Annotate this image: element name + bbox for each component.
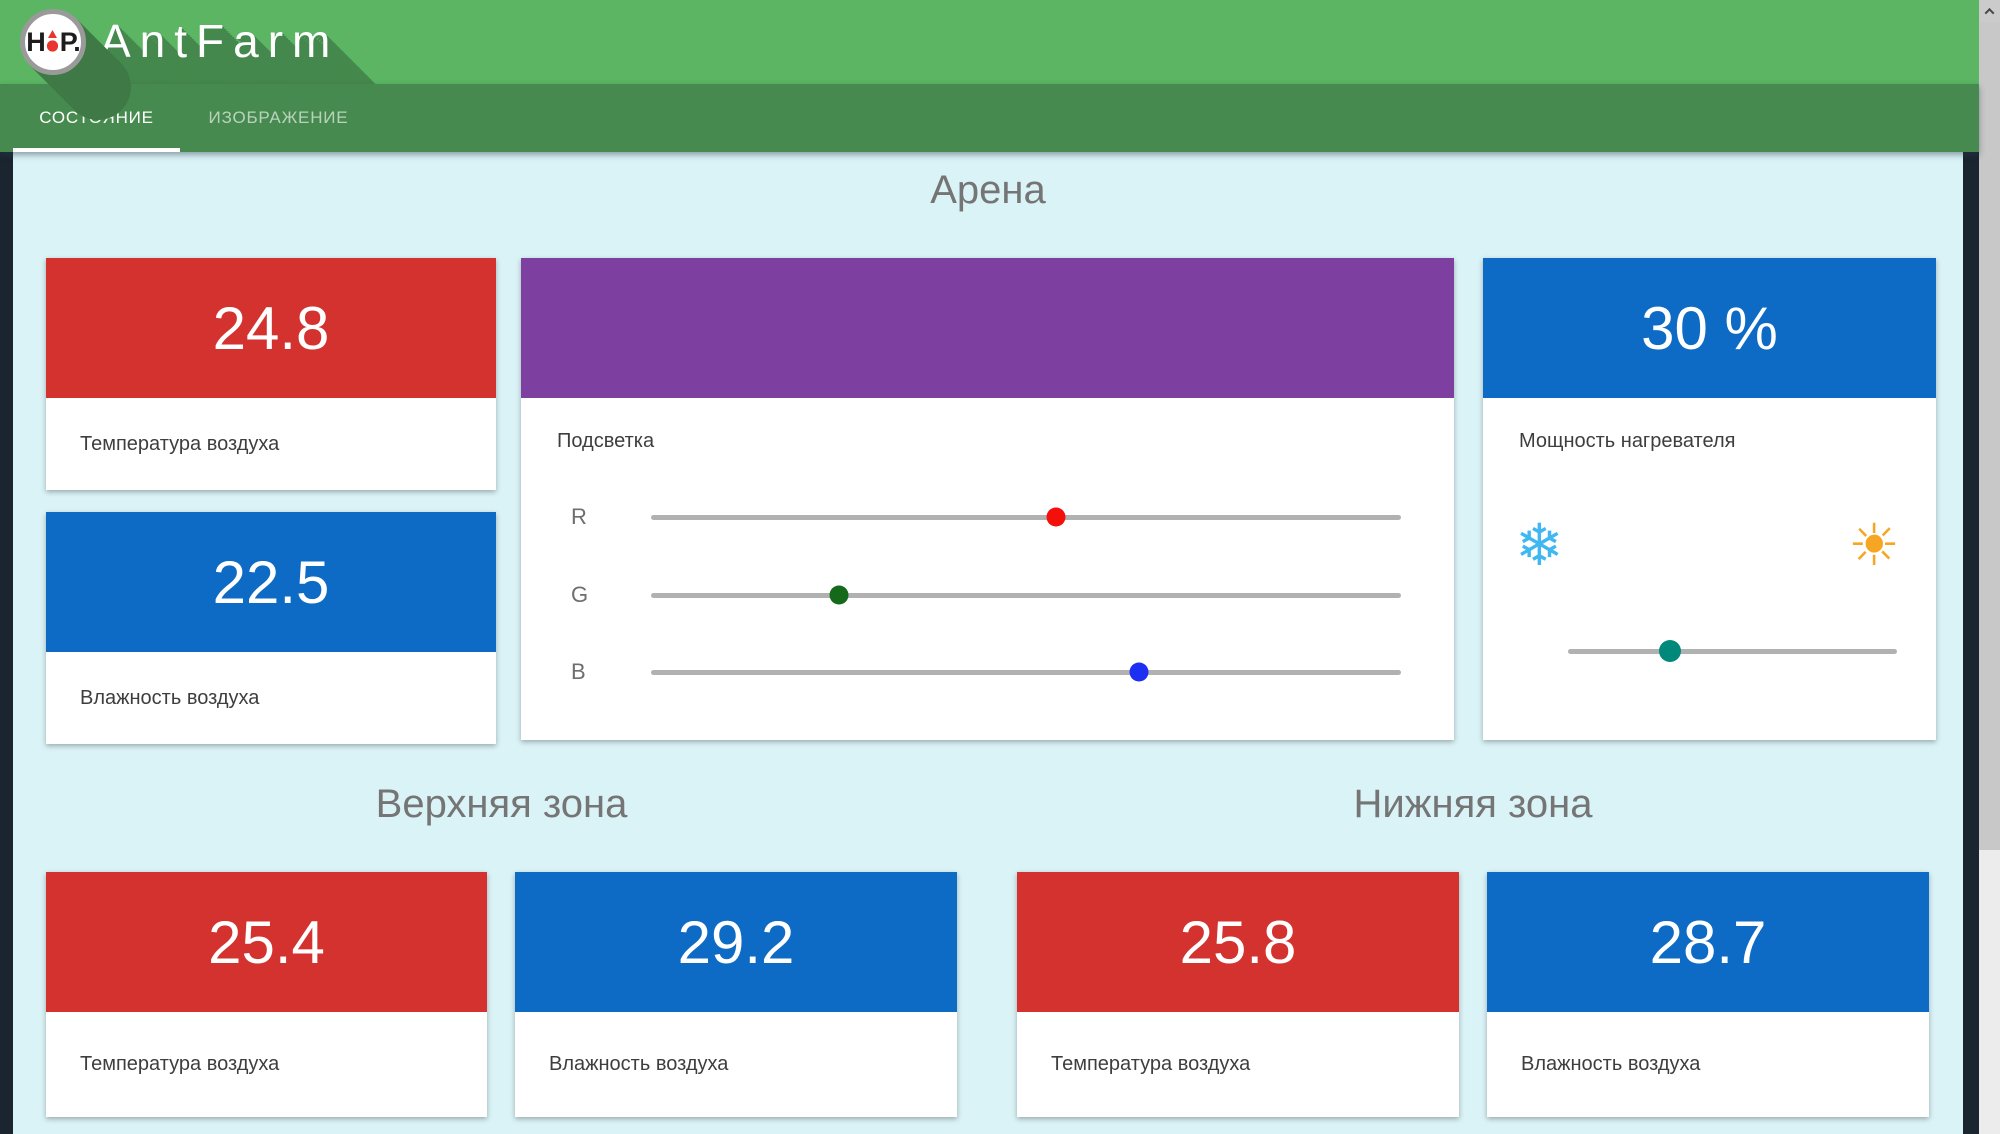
green-slider-thumb[interactable] [829, 585, 848, 605]
active-tab-indicator [13, 148, 180, 152]
temperature-label: Температура воздуха [80, 1053, 280, 1075]
humidity-value: 28.7 [1487, 872, 1929, 1012]
heater-power-value: 30 % [1483, 258, 1936, 398]
logo-letter-right: P. [59, 26, 81, 57]
sun-icon: ☀ [1848, 511, 1900, 579]
humidity-value: 29.2 [515, 872, 957, 1012]
temperature-label: Температура воздуха [1051, 1053, 1251, 1075]
backlight-red-row: R [571, 497, 1401, 537]
scrollbar-thumb[interactable] [1979, 22, 2000, 850]
temperature-value: 24.8 [46, 258, 496, 398]
channel-r-label: R [571, 504, 587, 529]
section-title-upper-zone: Верхняя зона [375, 782, 628, 826]
card-backlight: Подсветка R G B [521, 258, 1454, 740]
app-header: AntFarm [0, 0, 1979, 84]
logo-ant-icon [46, 30, 58, 52]
backlight-blue-row: B [571, 652, 1401, 692]
card-lower-temperature: 25.8 Температура воздуха [1017, 872, 1459, 1117]
app-logo: H P. [20, 9, 86, 75]
tab-image[interactable]: ИЗОБРАЖЕНИЕ [208, 108, 349, 127]
humidity-label: Влажность воздуха [549, 1053, 729, 1075]
card-arena-humidity: 22.5 Влажность воздуха [46, 512, 496, 744]
red-slider[interactable] [651, 497, 1401, 537]
scrollbar-up-button[interactable] [1979, 0, 2000, 22]
temperature-value: 25.4 [46, 872, 487, 1012]
backlight-label: Подсветка [557, 430, 655, 452]
card-heater: 30 % Мощность нагревателя ❄ ☀ [1483, 258, 1936, 740]
tab-state[interactable]: СОСТОЯНИЕ [39, 108, 154, 127]
green-slider-track[interactable] [651, 592, 1401, 598]
tab-bar: СОСТОЯНИЕ ИЗОБРАЖЕНИЕ [0, 84, 1979, 152]
green-slider[interactable] [651, 575, 1401, 615]
chevron-up-icon [1984, 7, 1995, 18]
card-upper-humidity: 29.2 Влажность воздуха [515, 872, 957, 1117]
card-upper-temperature: 25.4 Температура воздуха [46, 872, 487, 1117]
temperature-value: 25.8 [1017, 872, 1459, 1012]
temperature-label: Температура воздуха [80, 432, 280, 455]
section-title-arena: Арена [930, 168, 1046, 212]
scrollbar[interactable] [1979, 0, 2000, 1134]
blue-slider-track[interactable] [651, 669, 1401, 675]
blue-slider[interactable] [651, 652, 1401, 692]
heater-slider-track[interactable] [1568, 648, 1897, 654]
heater-slider[interactable] [1568, 631, 1897, 671]
logo-letter-left: H [26, 26, 45, 57]
section-title-lower-zone: Нижняя зона [1353, 782, 1593, 826]
backlight-color-preview [521, 258, 1454, 398]
heater-label: Мощность нагревателя [1519, 430, 1736, 452]
channel-b-label: B [571, 659, 586, 684]
red-slider-track[interactable] [651, 514, 1401, 520]
status-page: Арена 24.8 Температура воздуха 22.5 Влаж… [13, 152, 1963, 1134]
backlight-green-row: G [571, 575, 1401, 615]
humidity-label: Влажность воздуха [80, 686, 260, 709]
heater-slider-thumb[interactable] [1658, 640, 1681, 662]
card-lower-humidity: 28.7 Влажность воздуха [1487, 872, 1929, 1117]
red-slider-thumb[interactable] [1046, 507, 1066, 527]
blue-slider-thumb[interactable] [1129, 662, 1148, 682]
channel-g-label: G [571, 582, 589, 607]
heater-icon-row: ❄ ☀ [1515, 510, 1900, 580]
app-title: AntFarm [100, 15, 340, 67]
humidity-label: Влажность воздуха [1521, 1053, 1701, 1075]
card-arena-temperature: 24.8 Температура воздуха [46, 258, 496, 490]
snowflake-icon: ❄ [1515, 511, 1564, 579]
humidity-value: 22.5 [46, 512, 496, 652]
